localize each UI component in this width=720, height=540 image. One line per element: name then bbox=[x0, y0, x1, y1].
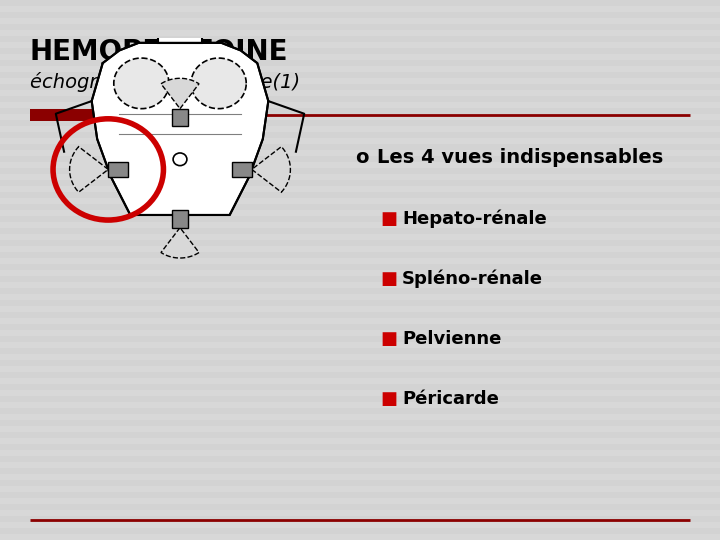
Bar bbox=[0, 492, 720, 498]
Bar bbox=[0, 0, 720, 6]
Bar bbox=[0, 60, 720, 66]
Bar bbox=[0, 480, 720, 486]
Bar bbox=[0, 228, 720, 234]
Bar bbox=[0, 348, 720, 354]
Bar bbox=[0, 144, 720, 150]
Polygon shape bbox=[158, 12, 202, 43]
Bar bbox=[0, 300, 720, 306]
Bar bbox=[30, 109, 230, 121]
Bar bbox=[0, 336, 720, 342]
Text: HEMOPERITOINE: HEMOPERITOINE bbox=[30, 38, 289, 66]
Polygon shape bbox=[91, 43, 269, 215]
Text: Spléno-rénale: Spléno-rénale bbox=[402, 270, 543, 288]
Bar bbox=[0, 252, 720, 258]
Bar bbox=[0, 384, 720, 390]
Bar bbox=[0, 120, 720, 126]
Bar bbox=[0, 48, 720, 54]
Text: Les 4 vues indispensables: Les 4 vues indispensables bbox=[377, 148, 663, 167]
Polygon shape bbox=[191, 58, 246, 109]
Bar bbox=[0, 240, 720, 246]
Polygon shape bbox=[172, 109, 189, 126]
Bar bbox=[0, 96, 720, 102]
Bar bbox=[0, 12, 720, 18]
Bar bbox=[0, 444, 720, 450]
Bar bbox=[0, 264, 720, 270]
Bar bbox=[0, 456, 720, 462]
Bar bbox=[0, 516, 720, 522]
Bar bbox=[0, 504, 720, 510]
Bar bbox=[0, 132, 720, 138]
Bar bbox=[0, 24, 720, 30]
Bar bbox=[0, 528, 720, 534]
Bar bbox=[0, 396, 720, 402]
Bar bbox=[0, 276, 720, 282]
Bar bbox=[0, 324, 720, 330]
Bar bbox=[0, 420, 720, 426]
Text: échographie abdominale(1): échographie abdominale(1) bbox=[30, 72, 300, 92]
Polygon shape bbox=[252, 147, 290, 192]
Bar bbox=[0, 312, 720, 318]
Polygon shape bbox=[161, 228, 199, 258]
Bar bbox=[0, 360, 720, 366]
Bar bbox=[0, 408, 720, 414]
Bar bbox=[0, 36, 720, 42]
Bar bbox=[0, 432, 720, 438]
Text: o: o bbox=[355, 148, 369, 167]
Text: ■: ■ bbox=[380, 330, 397, 348]
Bar bbox=[0, 168, 720, 174]
Bar bbox=[0, 156, 720, 162]
Bar bbox=[0, 84, 720, 90]
Bar bbox=[0, 288, 720, 294]
Bar bbox=[0, 108, 720, 114]
Polygon shape bbox=[233, 162, 252, 177]
Bar bbox=[0, 180, 720, 186]
Polygon shape bbox=[161, 78, 199, 109]
Polygon shape bbox=[70, 147, 108, 192]
Text: Hepato-rénale: Hepato-rénale bbox=[402, 210, 546, 228]
Polygon shape bbox=[172, 210, 189, 228]
Bar bbox=[0, 468, 720, 474]
Text: Péricarde: Péricarde bbox=[402, 390, 499, 408]
Text: ■: ■ bbox=[380, 210, 397, 228]
Text: ■: ■ bbox=[380, 390, 397, 408]
Bar bbox=[0, 192, 720, 198]
Text: Pelvienne: Pelvienne bbox=[402, 330, 501, 348]
Bar bbox=[0, 372, 720, 378]
Text: ■: ■ bbox=[380, 270, 397, 288]
Bar bbox=[0, 72, 720, 78]
Bar bbox=[0, 216, 720, 222]
Bar bbox=[0, 204, 720, 210]
Polygon shape bbox=[108, 162, 127, 177]
Polygon shape bbox=[114, 58, 169, 109]
